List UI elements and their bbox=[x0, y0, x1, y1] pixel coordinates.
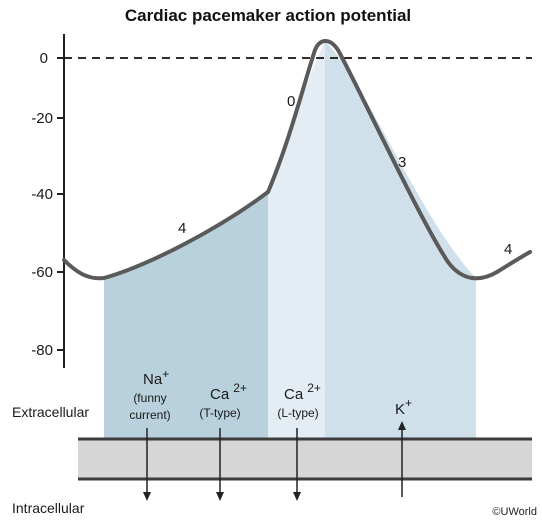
ion-label-k: K+ bbox=[395, 396, 412, 418]
ca-l-symbol: Ca 2+ bbox=[284, 381, 321, 403]
y-tick-label-minus80: -80 bbox=[31, 342, 53, 359]
k-arrow bbox=[398, 421, 406, 497]
k-symbol: K+ bbox=[395, 396, 412, 418]
y-axis-ticks bbox=[57, 57, 64, 351]
na-symbol: Na+ bbox=[143, 367, 169, 388]
ca-l-desc: (L-type) bbox=[277, 406, 318, 420]
ca-t-symbol: Ca 2+ bbox=[210, 381, 247, 403]
phase-label-3: 3 bbox=[398, 154, 406, 171]
ca-t-desc: (T-type) bbox=[199, 406, 240, 420]
action-potential-curve bbox=[62, 39, 532, 281]
phase-label-4-right: 4 bbox=[504, 241, 512, 258]
diagram-title: Cardiac pacemaker action potential bbox=[125, 6, 411, 25]
na-desc-line2: current) bbox=[129, 408, 170, 422]
region-funny-t-type bbox=[104, 192, 268, 438]
ion-label-ca-t: Ca 2+ (T-type) bbox=[199, 381, 247, 420]
ion-label-ca-l: Ca 2+ (L-type) bbox=[277, 381, 321, 420]
phase-label-4-left: 4 bbox=[178, 220, 186, 237]
region-l-type bbox=[268, 42, 325, 438]
y-tick-label-minus60: -60 bbox=[31, 264, 53, 281]
phase-label-0: 0 bbox=[287, 93, 295, 110]
y-tick-label-minus20: -20 bbox=[31, 110, 53, 127]
na-arrow bbox=[143, 428, 151, 501]
copyright-label: ©UWorld bbox=[492, 506, 537, 518]
cell-membrane bbox=[78, 439, 532, 479]
ca-t-arrow bbox=[216, 428, 224, 501]
ca-l-arrow bbox=[293, 428, 301, 501]
region-potassium bbox=[325, 42, 476, 438]
y-tick-label-0: 0 bbox=[40, 50, 48, 67]
extracellular-label: Extracellular bbox=[12, 404, 89, 420]
intracellular-label: Intracellular bbox=[12, 500, 85, 516]
na-desc-line1: (funny bbox=[133, 391, 166, 405]
y-tick-label-minus40: -40 bbox=[31, 186, 53, 203]
ion-label-na: Na+ (funny current) bbox=[129, 367, 170, 422]
